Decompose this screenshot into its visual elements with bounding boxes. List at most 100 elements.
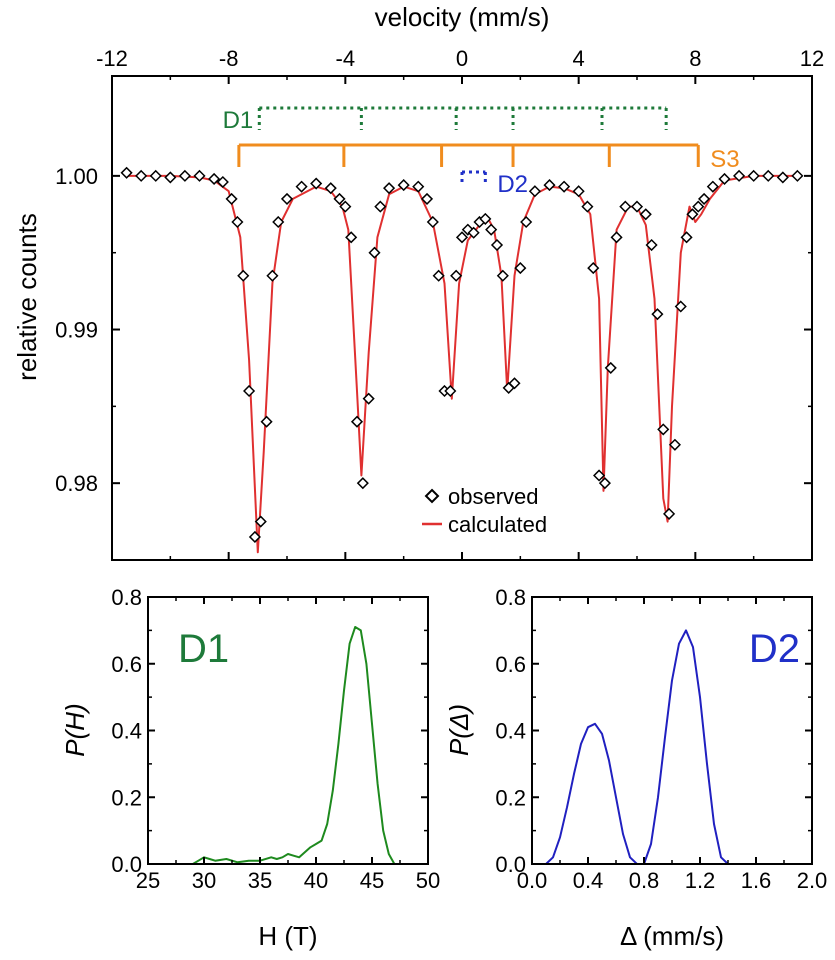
x-tick-label: 45 (360, 868, 384, 893)
observed-data-point (368, 246, 381, 259)
d1-plot-area (148, 626, 428, 865)
y-tick-label: 0.6 (495, 652, 526, 677)
y-tick-label: 0.8 (111, 585, 142, 610)
observed-data-point (747, 169, 760, 182)
observed-data-point (668, 438, 681, 451)
observed-data-point (225, 192, 238, 205)
observed-data-point (528, 185, 541, 198)
x-tick-label: 1.2 (685, 868, 716, 893)
observed-data-point (776, 171, 789, 184)
observed-data-point (706, 180, 719, 193)
observed-data-point (350, 415, 364, 428)
observed-data-point (663, 507, 676, 520)
x-tick-label: 30 (192, 868, 216, 893)
spectrum-panel: velocity (mm/s) relative counts D1 S3 D2 -… (12, 2, 824, 561)
observed-data-point (362, 392, 375, 405)
observed-data-point (610, 231, 623, 244)
observed-data-point (762, 169, 775, 182)
d1-x-axis-title: H (T) (258, 921, 317, 951)
observed-data-point (639, 208, 652, 221)
x-tick-label: 50 (416, 868, 440, 893)
x-tick-label: 2.0 (797, 868, 828, 893)
observed-data-point (266, 269, 279, 282)
y-tick-label: 0.6 (111, 652, 142, 677)
observed-data-point (604, 361, 617, 374)
observed-data-point (193, 169, 206, 182)
x-tick-label: 0.0 (517, 868, 548, 893)
observed-data-point (490, 238, 504, 252)
observed-data-point (208, 172, 221, 186)
observed-data-point (432, 269, 445, 282)
y-tick-label: 1.00 (55, 164, 98, 189)
legend-observed-marker (424, 488, 440, 504)
d1-panel-label: D1 (178, 627, 229, 671)
d2-panel-label: D2 (749, 627, 800, 671)
distribution-line (148, 626, 428, 865)
observed-data-point (479, 212, 492, 225)
observed-data-point (383, 182, 396, 195)
legend-calculated-label: calculated (448, 512, 547, 537)
observed-data-point (791, 169, 804, 182)
d1-y-axis-title: P(H) (60, 703, 90, 756)
x-tick-label: 1.6 (741, 868, 772, 893)
observed-data-point (692, 200, 705, 213)
observed-data-point (356, 477, 369, 490)
y-tick-label: 0.98 (55, 471, 98, 496)
observed-data-point (420, 192, 434, 205)
observed-data-point (587, 262, 600, 275)
observed-data-point (645, 238, 658, 252)
observed-data-point (444, 384, 457, 398)
legend-observed-label: observed (448, 484, 539, 509)
observed-data-point (248, 530, 261, 544)
observed-data-point (572, 185, 585, 198)
observed-data-point (310, 177, 323, 190)
x-tick-label: 0 (456, 46, 468, 71)
observed-data-point (374, 200, 387, 213)
x-tick-label: 40 (304, 868, 328, 893)
observed-data-point (593, 469, 606, 482)
x-tick-label: -12 (96, 46, 128, 71)
observed-data-point (520, 215, 533, 229)
observed-data-point (397, 179, 410, 192)
observed-data-point (698, 192, 711, 205)
observed-data-point (164, 171, 177, 184)
spectrum-ticks: -12 -8 -4 0 4 8 12 1.00 0.99 0.98 (55, 46, 824, 560)
observed-data-point (455, 231, 469, 244)
d1-distribution-panel: 25 30 35 40 45 50 0.0 0.2 0.4 0.6 0.8 D1 H (T) P(H… (60, 585, 440, 951)
observed-data-point (243, 384, 256, 398)
observed-data-point (467, 226, 480, 239)
observed-data-point (339, 200, 352, 213)
y-tick-label: 0.0 (495, 852, 526, 877)
observed-data-point (496, 269, 509, 282)
observed-data-point (412, 180, 425, 193)
observed-data-point (280, 192, 294, 205)
observed-data-point (485, 223, 498, 236)
y-tick-label: 0.4 (111, 719, 142, 744)
s3-marker-label: S3 (710, 146, 739, 173)
observed-data-point (254, 515, 267, 528)
observed-data-point (508, 377, 521, 390)
observed-data-point (543, 179, 556, 192)
x-tick-label: 8 (689, 46, 701, 71)
y-tick-label: 0.2 (495, 785, 526, 810)
x-tick-label: 0.4 (573, 868, 604, 893)
d1-marker-label: D1 (223, 107, 254, 134)
observed-data-point (345, 231, 358, 244)
observed-data-point (680, 231, 693, 244)
observed-data-point (426, 215, 439, 229)
relative-counts-axis-title: relative counts (12, 213, 42, 381)
observed-data-point (718, 172, 731, 186)
velocity-axis-title: velocity (mm/s) (375, 2, 550, 32)
d2-marker-label: D2 (497, 171, 528, 198)
x-tick-label: 12 (800, 46, 824, 71)
y-tick-label: 0.0 (111, 852, 142, 877)
d1-ticks: 25 30 35 40 45 50 0.0 0.2 0.4 0.6 0.8 (111, 585, 440, 893)
observed-data-point (674, 300, 687, 313)
x-tick-label: 35 (248, 868, 272, 893)
observed-data-point (514, 262, 527, 275)
observed-data-point (272, 215, 285, 229)
observed-data-point (260, 415, 273, 428)
x-tick-label: 0.8 (629, 868, 660, 893)
observed-data-point (120, 166, 133, 179)
observed-data-point (231, 215, 244, 229)
